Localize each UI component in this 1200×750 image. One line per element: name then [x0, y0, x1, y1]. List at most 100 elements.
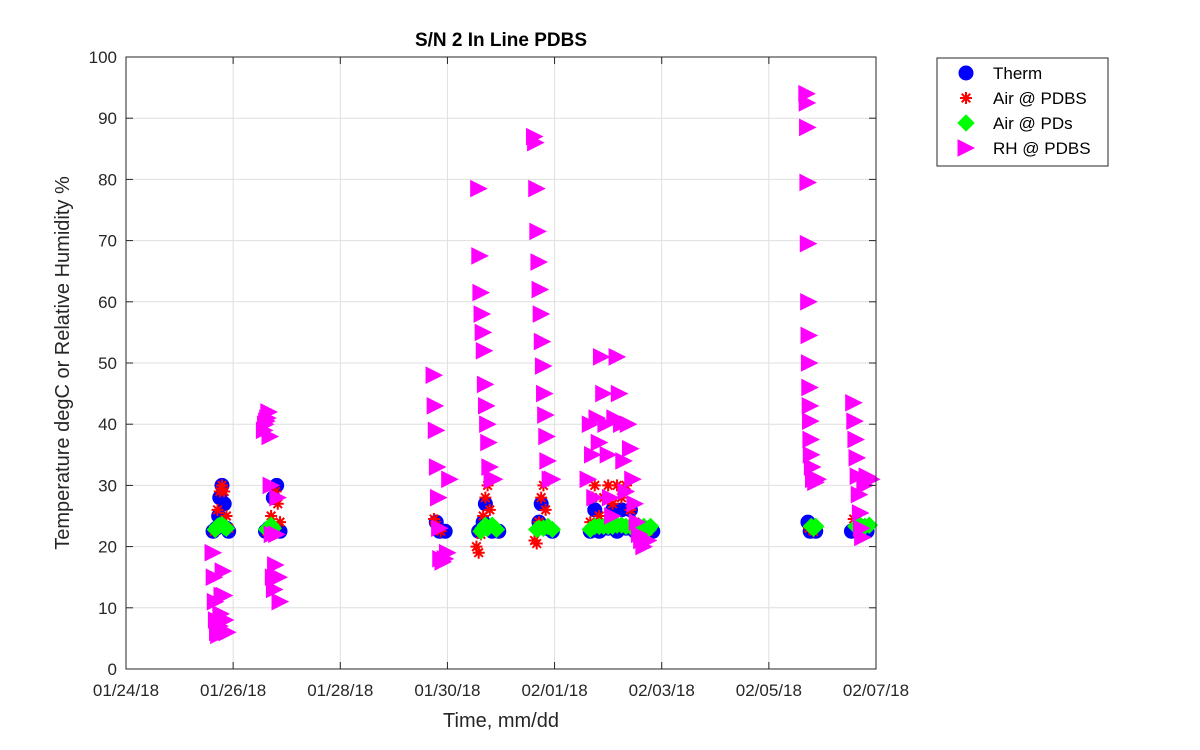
data-point: [588, 409, 607, 427]
data-point: [539, 503, 552, 516]
data-point: [425, 366, 444, 385]
x-tick-label: 02/03/18: [629, 681, 695, 700]
data-point: [431, 519, 449, 538]
data-point: [476, 375, 495, 394]
data-point: [851, 504, 870, 522]
data-point: [604, 507, 622, 525]
data-point: [802, 412, 820, 430]
data-point: [428, 458, 447, 476]
y-tick-label: 90: [98, 109, 117, 128]
data-point: [801, 378, 819, 397]
data-point: [271, 592, 290, 611]
x-tick-label: 01/28/18: [307, 681, 373, 700]
x-tick-label: 02/07/18: [843, 681, 909, 700]
data-point: [619, 415, 638, 434]
data-point: [611, 479, 624, 492]
y-tick-label: 100: [89, 48, 117, 67]
data-point: [271, 497, 284, 510]
data-point: [204, 543, 223, 562]
data-point: [809, 470, 828, 489]
data-point: [471, 247, 489, 265]
data-point: [217, 519, 236, 537]
data-point: [269, 485, 282, 498]
data-point: [427, 421, 446, 440]
data-point: [799, 118, 817, 137]
data-point: [621, 439, 640, 458]
data-point: [798, 94, 817, 112]
data-point: [473, 305, 492, 323]
data-point: [626, 494, 645, 513]
x-tick-label: 01/30/18: [414, 681, 480, 700]
data-point: [863, 470, 881, 489]
data-point: [531, 280, 550, 299]
legend-marker: [960, 92, 972, 104]
data-point: [260, 403, 278, 421]
data-point: [799, 234, 818, 253]
legend-marker: [957, 139, 976, 157]
y-axis-title: Temperature degC or Relative Humidity %: [52, 176, 74, 550]
data-point: [800, 354, 819, 372]
legend-label: Air @ PDBS: [993, 89, 1087, 108]
data-point: [269, 488, 287, 507]
data-point: [584, 445, 602, 464]
data-point: [428, 513, 441, 526]
data-marks: [204, 84, 881, 645]
data-point: [220, 510, 233, 522]
data-point: [608, 348, 627, 366]
data-point: [641, 517, 660, 536]
data-point: [219, 623, 237, 642]
data-point: [801, 397, 820, 415]
chart-title: S/N 2 In Line PDBS: [415, 30, 587, 51]
x-tick-label: 01/24/18: [93, 681, 159, 700]
data-point: [270, 568, 289, 587]
axes: 0 10 20 30 40 50 60 70 80 90 100 01/24/18 01/26/18 01…: [89, 48, 909, 700]
data-point: [800, 292, 818, 311]
legend-marker: [958, 65, 974, 81]
data-point: [274, 516, 287, 529]
data-point: [485, 470, 504, 489]
data-point: [615, 452, 633, 470]
data-point: [599, 445, 618, 464]
legend-label: Air @ PDs: [993, 114, 1073, 133]
grid: [126, 57, 876, 669]
data-point: [845, 393, 863, 412]
legend: Therm Air @ PDBS Air @ PDs RH @ PDBS: [936, 57, 1109, 167]
data-point: [262, 476, 281, 495]
data-point: [530, 537, 543, 550]
data-point: [534, 357, 553, 375]
data-point: [532, 305, 551, 323]
y-tick-label: 40: [98, 415, 117, 434]
data-point: [628, 513, 647, 531]
y-tick-label: 80: [98, 170, 117, 189]
y-tick-label: 10: [98, 599, 117, 618]
data-point: [543, 520, 562, 539]
data-point: [802, 430, 821, 449]
data-point: [470, 540, 483, 553]
data-point: [848, 449, 867, 467]
y-tick-label: 20: [98, 538, 117, 557]
data-point: [807, 517, 825, 536]
data-point: [590, 433, 609, 452]
data-point: [617, 482, 636, 501]
data-point: [265, 510, 278, 522]
data-point: [261, 427, 280, 446]
data-point: [211, 503, 224, 516]
data-point: [536, 384, 554, 403]
data-point: [800, 326, 819, 345]
data-point: [441, 470, 459, 489]
y-tick-label: 30: [98, 476, 117, 495]
data-point: [483, 503, 496, 516]
data-point: [854, 528, 872, 547]
data-point: [268, 525, 286, 544]
data-point: [602, 479, 615, 492]
data-point: [267, 556, 285, 574]
data-point: [579, 470, 598, 489]
data-point: [538, 427, 556, 446]
legend-marker: [957, 114, 975, 132]
data-point: [472, 283, 491, 302]
data-point: [529, 222, 547, 241]
data-point: [474, 323, 493, 342]
data-point: [215, 586, 234, 605]
data-point: [588, 479, 601, 492]
data-point: [624, 470, 642, 489]
